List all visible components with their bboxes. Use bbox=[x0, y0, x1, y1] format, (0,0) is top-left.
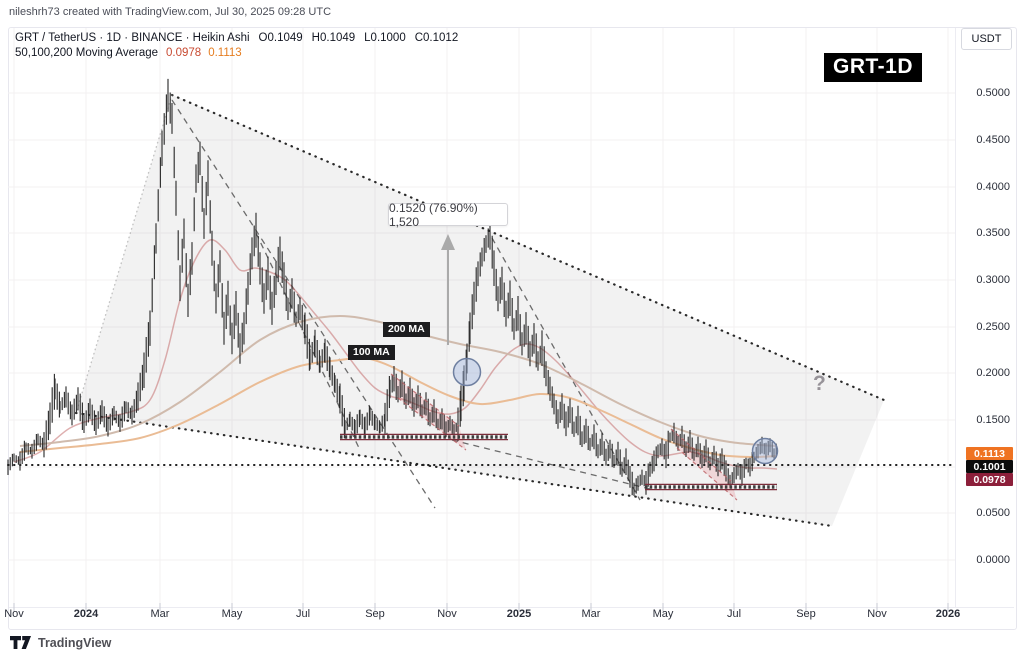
time-axis-label: May bbox=[221, 608, 243, 620]
wedge-top-dotted-line[interactable] bbox=[170, 93, 886, 402]
price-axis-label: 0.1500 bbox=[976, 414, 1010, 426]
time-axis-label: Nov bbox=[4, 608, 24, 620]
price-badge: 0.0978 bbox=[966, 473, 1013, 486]
time-axis-label: Sep bbox=[365, 608, 385, 620]
legend-symbol-row[interactable]: GRT / TetherUS · 1D · BINANCE · Heikin A… bbox=[15, 31, 458, 46]
chart-widget-frame bbox=[8, 27, 1017, 630]
currency-toggle-button[interactable]: USDT bbox=[961, 28, 1012, 50]
price-axis-label: 0.2000 bbox=[976, 367, 1010, 379]
flag-channel-2-bottom-edge[interactable] bbox=[676, 447, 738, 501]
price-axis-label: 0.5000 bbox=[976, 87, 1010, 99]
ohlc-open: O0.1049 bbox=[258, 32, 303, 44]
flag-channel-1-bottom-edge[interactable] bbox=[397, 397, 467, 451]
flag-channel-1-top-edge[interactable] bbox=[390, 373, 460, 427]
chart-title-text-drawing[interactable]: GRT-1D bbox=[824, 53, 923, 82]
price-axis-label: 0.3500 bbox=[976, 227, 1010, 239]
price-axis-label: 0.0500 bbox=[976, 507, 1010, 519]
price-axis-label: 0.3000 bbox=[976, 274, 1010, 286]
legend-indicator-row[interactable]: 50,100,200 Moving Average 0.0978 0.1113 bbox=[15, 46, 242, 61]
ohlc-high: H0.1049 bbox=[311, 32, 356, 44]
ohlc-close: C0.1012 bbox=[414, 32, 459, 44]
tradingview-footer-link[interactable]: TradingView bbox=[10, 636, 111, 650]
wedge-bottom-dotted-line[interactable] bbox=[74, 411, 834, 528]
flag-channel-2-top-edge[interactable] bbox=[670, 428, 732, 482]
ma-200-tag[interactable]: 200 MA bbox=[383, 322, 430, 337]
time-axis-label: Mar bbox=[581, 608, 601, 620]
time-axis-label: Jul bbox=[726, 608, 742, 620]
ohlc-low: L0.1000 bbox=[364, 32, 406, 44]
fib-extension-label[interactable]: 0.1520 (76.90%) 1,520 bbox=[388, 201, 508, 229]
dashed-trendline-1[interactable] bbox=[171, 99, 436, 509]
price-badge: 0.1113 bbox=[966, 447, 1013, 460]
price-scale-separator bbox=[955, 28, 956, 607]
time-axis-label: 2025 bbox=[506, 608, 532, 620]
footer-brand-label: TradingView bbox=[38, 636, 112, 650]
price-axis-label: 0.4500 bbox=[976, 134, 1010, 146]
time-axis-label: Jul bbox=[295, 608, 311, 620]
price-scale[interactable] bbox=[955, 28, 1024, 607]
symbol-description[interactable]: GRT / TetherUS · 1D · BINANCE · Heikin A… bbox=[15, 32, 250, 44]
price-axis-label: 0.0000 bbox=[976, 554, 1010, 566]
ma-indicator-label[interactable]: 50,100,200 Moving Average bbox=[15, 47, 159, 59]
time-axis-label: 2024 bbox=[73, 608, 99, 620]
heikin-ashi-candles bbox=[7, 78, 777, 496]
wedge-pattern-fill[interactable] bbox=[76, 95, 884, 526]
ma-100-tag[interactable]: 100 MA bbox=[348, 345, 395, 360]
time-axis-label: May bbox=[652, 608, 674, 620]
time-axis-label: Sep bbox=[796, 608, 816, 620]
price-badge: 0.1001 bbox=[966, 460, 1013, 473]
ma-50-line[interactable] bbox=[13, 238, 778, 470]
price-axis-label: 0.4000 bbox=[976, 181, 1010, 193]
highlight-circle-1[interactable] bbox=[452, 357, 482, 387]
ma-value-red: 0.0978 bbox=[166, 47, 202, 59]
attribution-text: nileshrh73 created with TradingView.com,… bbox=[9, 6, 332, 18]
question-mark-drawing[interactable]: ? bbox=[813, 372, 826, 395]
time-axis-label: 2026 bbox=[935, 608, 961, 620]
time-axis-label: Nov bbox=[867, 608, 887, 620]
tradingview-logo-icon bbox=[10, 636, 31, 649]
ma-value-orange: 0.1113 bbox=[208, 47, 242, 59]
up-arrow-head[interactable] bbox=[441, 234, 455, 250]
wedge-left-edge bbox=[75, 94, 173, 414]
highlight-circle-2[interactable] bbox=[751, 437, 779, 465]
time-axis-label: Mar bbox=[150, 608, 170, 620]
time-scale-separator bbox=[9, 607, 1014, 608]
dashed-trendline-4[interactable] bbox=[451, 439, 651, 490]
time-axis-label: Nov bbox=[437, 608, 457, 620]
price-axis-label: 0.2500 bbox=[976, 321, 1010, 333]
